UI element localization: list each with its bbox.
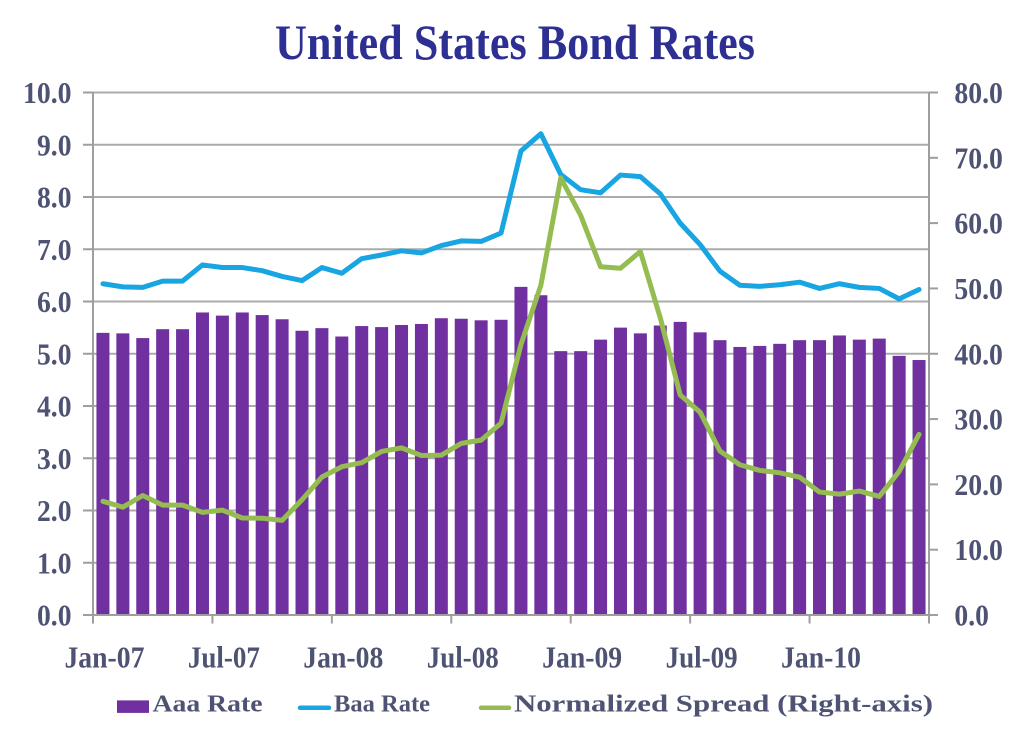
svg-text:Jan-10: Jan-10: [781, 640, 861, 675]
svg-text:Jan-07: Jan-07: [64, 640, 144, 675]
svg-text:Aaa Rate: Aaa Rate: [153, 692, 263, 718]
svg-text:Jan-08: Jan-08: [303, 640, 383, 675]
svg-text:Jul-07: Jul-07: [188, 640, 260, 675]
svg-text:Jul-09: Jul-09: [666, 640, 738, 675]
svg-text:4.0: 4.0: [37, 389, 72, 424]
svg-text:30.0: 30.0: [954, 402, 1003, 437]
svg-text:Jul-08: Jul-08: [427, 640, 499, 675]
svg-text:0.0: 0.0: [37, 598, 72, 633]
svg-text:Jan-09: Jan-09: [542, 640, 622, 675]
svg-text:Baa Rate: Baa Rate: [334, 692, 430, 718]
svg-text:Normalized Spread (Right-axis): Normalized Spread (Right-axis): [514, 692, 933, 718]
svg-text:6.0: 6.0: [37, 284, 72, 319]
svg-text:3.0: 3.0: [37, 441, 72, 476]
svg-text:7.0: 7.0: [37, 232, 72, 267]
svg-text:50.0: 50.0: [954, 271, 1003, 306]
svg-text:40.0: 40.0: [954, 336, 1003, 371]
svg-text:9.0: 9.0: [37, 127, 72, 162]
svg-text:80.0: 80.0: [954, 75, 1003, 110]
svg-text:1.0: 1.0: [37, 545, 72, 580]
svg-text:10.0: 10.0: [954, 532, 1003, 567]
svg-text:60.0: 60.0: [954, 206, 1003, 241]
svg-text:8.0: 8.0: [37, 180, 72, 215]
svg-text:5.0: 5.0: [37, 336, 72, 371]
svg-text:0.0: 0.0: [954, 598, 989, 633]
svg-text:70.0: 70.0: [954, 140, 1003, 175]
svg-text:2.0: 2.0: [37, 493, 72, 528]
svg-text:10.0: 10.0: [23, 75, 72, 110]
svg-text:United States Bond Rates: United States Bond Rates: [275, 14, 755, 70]
svg-text:20.0: 20.0: [954, 467, 1003, 502]
